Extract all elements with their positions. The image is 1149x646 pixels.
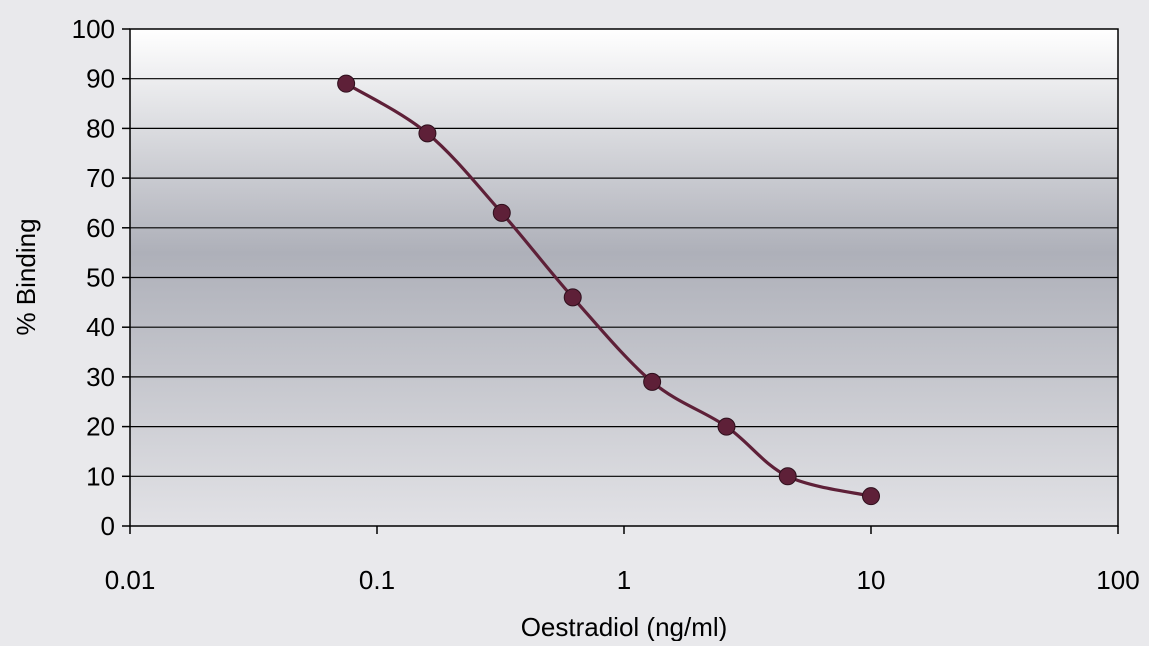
y-tick-label: 80 [86,113,115,143]
data-point [862,487,880,506]
x-tick-label: 100 [1096,565,1139,595]
y-tick-label: 0 [101,511,115,541]
data-point [418,124,437,143]
y-tick-label: 50 [86,263,115,293]
y-axis-label: % Binding [11,218,41,335]
data-point [492,203,511,222]
x-tick-label: 0.01 [105,565,156,595]
x-tick-label: 0.1 [359,565,395,595]
y-tick-labels: 0 10 20 30 40 50 60 70 80 90 100 [72,14,130,541]
gridlines [130,78,1118,477]
y-tick-label: 40 [86,312,115,342]
data-point [337,74,356,93]
x-tick-label: 1 [617,565,631,595]
y-tick-label: 30 [86,362,115,392]
y-tick-label: 90 [86,64,115,94]
data-point [717,417,736,436]
series-layer [337,74,880,506]
data-point [643,372,662,391]
y-tick-label: 20 [86,412,115,442]
series-line [345,82,872,498]
y-tick-label: 10 [86,461,115,491]
x-tick-labels: 0.01 0.1 1 10 100 [105,526,1140,595]
y-tick-label: 70 [86,163,115,193]
y-tick-label: 60 [86,213,115,243]
data-point [778,467,797,486]
data-point [563,288,582,307]
y-tick-label: 100 [72,14,115,44]
x-tick-label: 10 [857,565,886,595]
x-axis-label: Oestradiol (ng/ml) [521,612,728,641]
